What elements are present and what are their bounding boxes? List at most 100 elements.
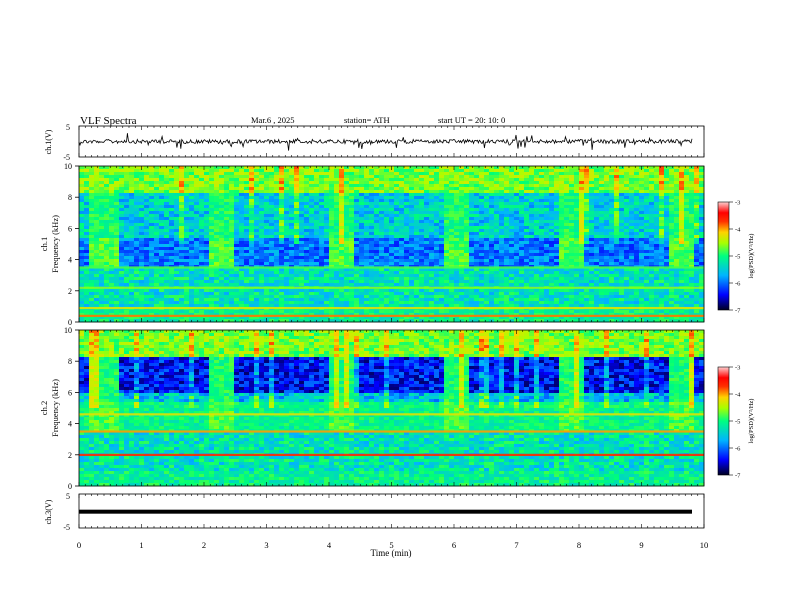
spectrogram-cell xyxy=(174,178,180,182)
spectrogram-cell xyxy=(279,247,285,251)
spectrogram-cell xyxy=(459,223,465,227)
spectrogram-cell xyxy=(504,226,510,230)
spectrogram-cell xyxy=(264,259,270,263)
spectrogram-cell xyxy=(474,211,480,215)
spectrogram-cell xyxy=(319,178,325,182)
spectrogram-cell xyxy=(164,169,170,173)
spectrogram-cell xyxy=(179,256,185,260)
spectrogram-cell xyxy=(304,205,310,209)
spectrogram-cell xyxy=(394,211,400,215)
spectrogram-cell xyxy=(264,211,270,215)
spectrogram-cell xyxy=(474,277,480,281)
spectrogram-cell xyxy=(194,268,200,272)
spectrogram-cell xyxy=(309,193,315,197)
spectrogram-cell xyxy=(194,298,200,302)
spectrogram-cell xyxy=(374,244,380,248)
spectrogram-cell xyxy=(469,217,475,221)
spectrogram-cell xyxy=(339,214,345,218)
spectrogram-cell xyxy=(404,253,410,257)
spectrogram-cell xyxy=(84,292,90,296)
spectrogram-cell xyxy=(99,226,105,230)
spectrogram-cell xyxy=(214,259,220,263)
spectrogram-cell xyxy=(439,208,445,212)
spectrogram-cell xyxy=(469,184,475,188)
spectrogram-cell xyxy=(419,259,425,263)
spectrogram-cell xyxy=(449,304,455,308)
spectrogram-cell xyxy=(94,232,100,236)
spectrogram-cell xyxy=(124,301,130,305)
spectrogram-cell xyxy=(279,262,285,266)
spectrogram-cell xyxy=(294,247,300,251)
spectrogram-cell xyxy=(529,199,535,203)
spectrogram-cell xyxy=(204,199,210,203)
spectrogram-cell xyxy=(84,172,90,176)
spectrogram-cell xyxy=(389,184,395,188)
spectrogram-cell xyxy=(199,292,205,296)
spectrogram-cell xyxy=(394,208,400,212)
spectrogram-cell xyxy=(414,199,420,203)
spectrogram-cell xyxy=(254,220,260,224)
spectrogram-cell xyxy=(314,235,320,239)
spectrogram-cell xyxy=(129,202,135,206)
spectrogram-cell xyxy=(479,220,485,224)
spectrogram-cell xyxy=(294,289,300,293)
spectrogram-cell xyxy=(504,304,510,308)
spectrogram-cell xyxy=(164,247,170,251)
spectrogram-cell xyxy=(234,226,240,230)
spectrogram-cell xyxy=(299,223,305,227)
spectrogram-cell xyxy=(404,217,410,221)
spectrogram-cell xyxy=(379,319,385,323)
spectrogram-cell xyxy=(554,262,560,266)
spectrogram-cell xyxy=(549,232,555,236)
spectrogram-cell xyxy=(479,283,485,287)
spectrogram-cell xyxy=(119,226,125,230)
spectrogram-cell xyxy=(454,313,460,317)
spectrogram-cell xyxy=(359,229,365,233)
spectrogram-cell xyxy=(404,298,410,302)
spectrogram-cell xyxy=(499,199,505,203)
spectrogram-cell xyxy=(429,175,435,179)
spectrogram-cell xyxy=(334,229,340,233)
spectrogram-cell xyxy=(414,169,420,173)
spectrogram-cell xyxy=(529,304,535,308)
spectrogram-cell xyxy=(264,247,270,251)
spectrogram-cell xyxy=(399,214,405,218)
spectrogram-cell xyxy=(369,232,375,236)
spectrogram-cell xyxy=(84,181,90,185)
spectrogram-cell xyxy=(364,205,370,209)
spectrogram-cell xyxy=(334,277,340,281)
spectrogram-cell xyxy=(114,178,120,182)
spectrogram-cell xyxy=(479,187,485,191)
spectrogram-cell xyxy=(144,298,150,302)
spectrogram-cell xyxy=(214,250,220,254)
spectrogram-cell xyxy=(164,256,170,260)
spectrogram-cell xyxy=(99,247,105,251)
spectrogram-cell xyxy=(234,250,240,254)
spectrogram-cell xyxy=(264,262,270,266)
spectrogram-cell xyxy=(299,175,305,179)
spectrogram-cell xyxy=(184,298,190,302)
spectrogram-cell xyxy=(524,196,530,200)
spectrogram-cell xyxy=(464,199,470,203)
spectrogram-cell xyxy=(194,256,200,260)
spectrogram-cell xyxy=(219,232,225,236)
spectrogram-cell xyxy=(324,229,330,233)
spectrogram-cell xyxy=(304,208,310,212)
spectrogram-cell xyxy=(409,304,415,308)
spectrogram-cell xyxy=(189,247,195,251)
spectrogram-cell xyxy=(534,208,540,212)
spectrogram-cell xyxy=(319,241,325,245)
spectrogram-cell xyxy=(339,205,345,209)
spectrogram-cell xyxy=(294,283,300,287)
spectrogram-cell xyxy=(394,166,400,170)
spectrogram-cell xyxy=(484,304,490,308)
spectrogram-cell xyxy=(174,193,180,197)
spectrogram-cell xyxy=(359,169,365,173)
spectrogram-cell xyxy=(459,310,465,314)
spectrogram-cell xyxy=(474,238,480,242)
spectrogram-cell xyxy=(509,319,515,323)
spectrogram-cell xyxy=(539,238,545,242)
spectrogram-cell xyxy=(154,193,160,197)
spectrogram-cell xyxy=(229,175,235,179)
spectrogram-cell xyxy=(354,214,360,218)
